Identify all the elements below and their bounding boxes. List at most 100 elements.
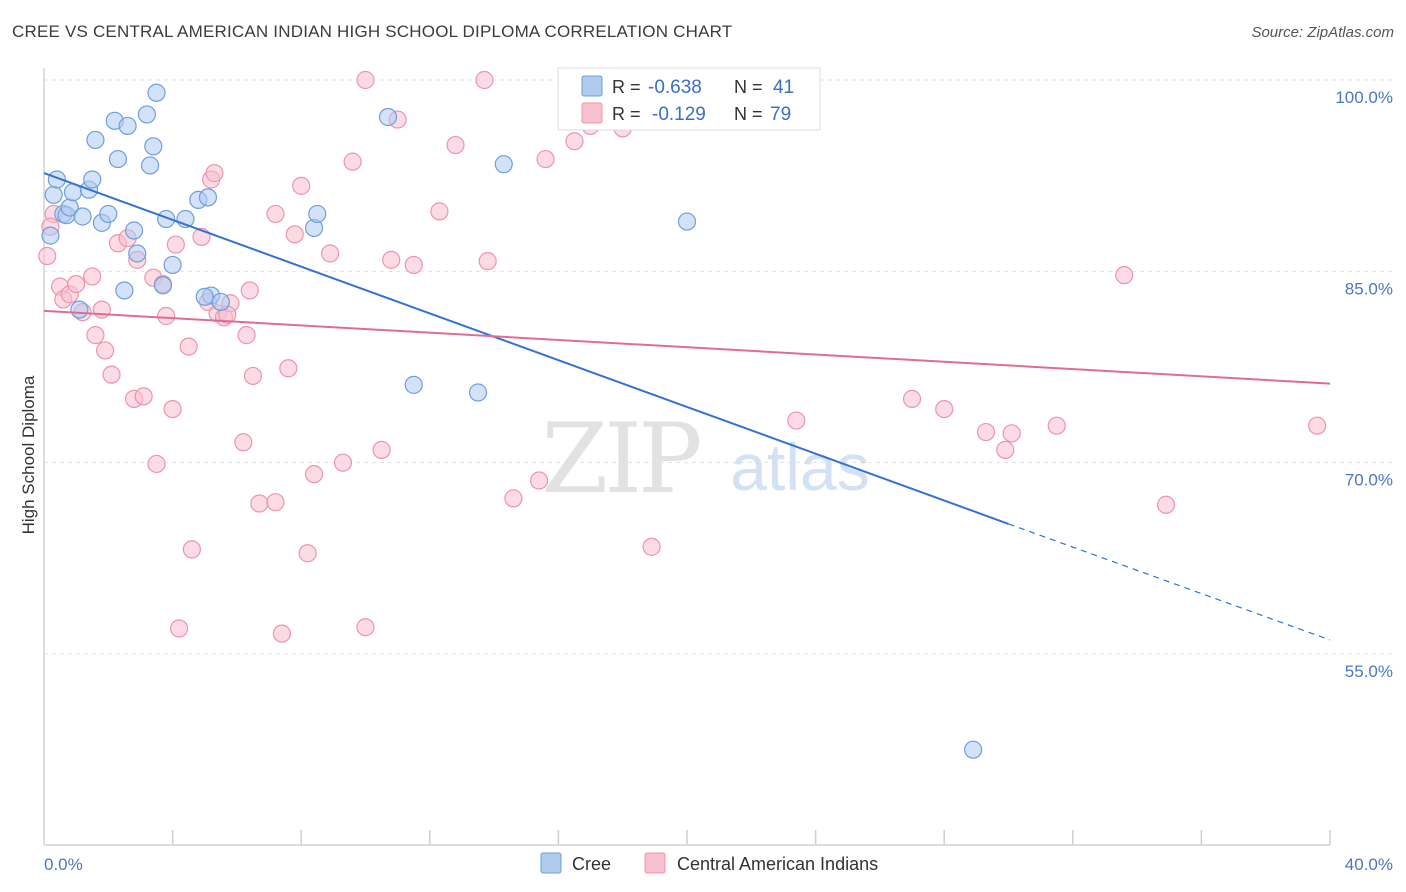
series-cree [41,83,983,759]
x-tick-label-max: 40.0% [1345,855,1393,874]
legend-r-value-cree: -0.638 [648,77,702,98]
cree-point [144,137,163,156]
cai-point [1047,416,1066,435]
cai-point [95,341,115,360]
cai-point [430,202,449,221]
cai-point [642,537,661,556]
series-legend: Cree Central American Indians [540,852,878,874]
cai-point [163,399,182,419]
cai-point [333,453,353,472]
bottom-legend-label-cai: Central American Indians [677,854,878,874]
cai-point [475,70,494,90]
cai-point [976,422,996,442]
cai-point [565,132,584,151]
y-tick-label-100: 100.0% [1335,88,1393,107]
cai-point [478,252,497,271]
cai-point [343,152,362,171]
cree-point [137,105,156,124]
cree-point [308,204,327,224]
cree-point [73,207,92,226]
cai-point [446,135,465,155]
cai-point [157,306,176,326]
y-axis-title: High School Diploma [19,375,38,534]
cree-point [677,212,697,231]
cree-point [124,221,144,240]
watermark-atlas: atlas [730,430,869,504]
source-label: Source: ZipAtlas.com [1251,24,1394,41]
correlation-legend: R = -0.638 N = 41 R = -0.129 N = 79 [557,67,821,131]
cree-point [147,83,166,102]
watermark-zip: ZIP [541,403,700,515]
cai-point [285,225,304,244]
cai-point [996,440,1015,460]
gridlines [44,79,1393,655]
cree-point [83,170,102,189]
cai-point [240,281,259,300]
cai-point [382,250,401,269]
cai-point [102,365,121,384]
legend-n-value-cree: 41 [773,77,794,98]
bottom-legend-swatch-cree [540,852,562,874]
cree-point [108,149,128,169]
cree-trend-line [43,172,1009,525]
cai-point [147,454,166,474]
cai-point [266,493,285,512]
cree-point [494,155,513,174]
cai-point [134,387,153,406]
cree-point [44,185,63,204]
cai-point [179,337,198,356]
cai-point [935,399,954,419]
cree-trend-extrapolation [1008,523,1331,641]
cai-point [83,267,102,286]
cai-point [205,164,224,183]
legend-n-value-cai: 79 [770,104,791,125]
cai-point [356,618,375,637]
cree-point [211,292,230,312]
cai-point [787,411,806,430]
cai-point [169,619,189,638]
cai-point [234,433,253,452]
cai-point [182,540,201,559]
legend-r-value-cai: -0.129 [652,104,706,125]
y-tick-label-70: 70.0% [1345,471,1393,490]
cai-point [902,389,922,408]
cai-point [504,489,523,508]
cree-point [404,375,423,394]
cai-point [1115,266,1134,285]
cree-point [378,107,398,127]
chart-title: CREE VS CENTRAL AMERICAN INDIAN HIGH SCH… [12,22,733,41]
legend-n-label-cai: N = [734,104,763,124]
cai-point [292,176,311,195]
x-tick-label-min: 0.0% [44,855,83,874]
cai-point [237,326,256,345]
y-tick-label-55: 55.0% [1345,662,1393,681]
cree-point [70,300,89,319]
cree-point [99,204,118,224]
trend-lines [43,172,1331,641]
cree-point [118,116,137,136]
cai-point [298,544,317,563]
cai-point [1308,416,1327,435]
cree-point [198,188,218,207]
cree-point [115,281,134,300]
cree-point [153,276,173,295]
x-axis-ticks [171,830,1331,845]
cree-point [195,287,214,306]
cai-point [1002,424,1021,443]
cree-point [163,255,182,275]
cree-point [140,156,160,175]
cai-point [536,149,555,169]
cai-point [272,624,292,643]
legend-r-label-cai: R = [612,104,641,124]
cree-point [41,226,60,245]
cree-point [157,209,176,229]
cai-point [404,255,423,275]
cai-point [67,274,86,294]
cree-point [128,244,147,263]
cai-point [166,235,185,254]
cai-point [38,246,57,266]
cai-point [1156,495,1176,514]
cai-point [321,244,340,263]
cai-point [266,204,285,224]
cai-trend-line [43,309,1331,385]
